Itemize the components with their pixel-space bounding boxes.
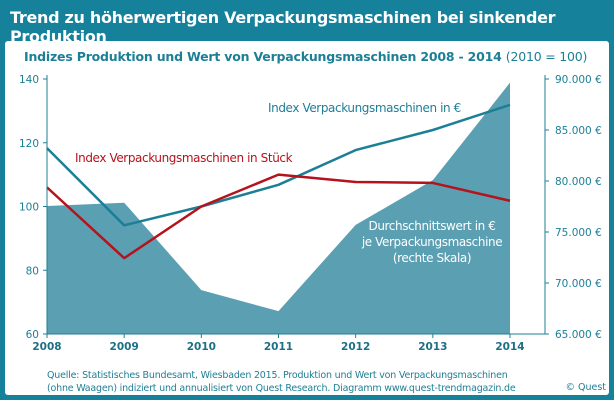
right-tick-label: 65.000 € <box>555 329 602 341</box>
chart-subtitle: Indizes Produktion und Wert von Verpacku… <box>24 49 587 64</box>
left-tick-label: 140 <box>19 74 39 86</box>
area-durchschnittswert <box>47 82 510 334</box>
copyright: © Quest <box>565 382 606 393</box>
x-tick-label: 2011 <box>264 341 293 353</box>
x-tick-label: 2009 <box>110 341 139 353</box>
series-label-area-2: je Verpackungsmaschine <box>361 235 502 249</box>
left-tick-label: 120 <box>19 138 39 150</box>
left-tick-label: 80 <box>26 265 39 277</box>
series-label-index-units: Index Verpackungsmaschinen in Stück <box>75 151 293 165</box>
source-line-2: (ohne Waagen) indiziert und annualisiert… <box>47 383 516 394</box>
x-tick-label: 2012 <box>341 341 370 353</box>
left-tick-label: 100 <box>19 202 39 214</box>
right-tick-label: 80.000 € <box>555 176 602 188</box>
source-note: Quelle: Statistisches Bundesamt, Wiesbad… <box>47 369 516 395</box>
right-tick-label: 85.000 € <box>555 125 602 137</box>
left-tick-label: 60 <box>26 329 39 341</box>
subtitle-text: Indizes Produktion und Wert von Verpacku… <box>24 49 502 64</box>
subtitle-note: (2010 = 100) <box>505 49 588 64</box>
right-tick-label: 70.000 € <box>555 278 602 290</box>
x-tick-label: 2014 <box>495 341 524 353</box>
right-tick-label: 75.000 € <box>555 227 602 239</box>
right-tick-label: 90.000 € <box>555 74 602 86</box>
x-tick-label: 2010 <box>187 341 216 353</box>
x-tick-label: 2013 <box>418 341 447 353</box>
series-label-index-eur: Index Verpackungsmaschinen in € <box>268 101 461 115</box>
x-tick-label: 2008 <box>32 341 61 353</box>
series-label-area-1: Durchschnittswert in € <box>368 219 495 233</box>
series-label-area-3: (rechte Skala) <box>393 251 471 265</box>
source-line-1: Quelle: Statistisches Bundesamt, Wiesbad… <box>47 370 508 381</box>
